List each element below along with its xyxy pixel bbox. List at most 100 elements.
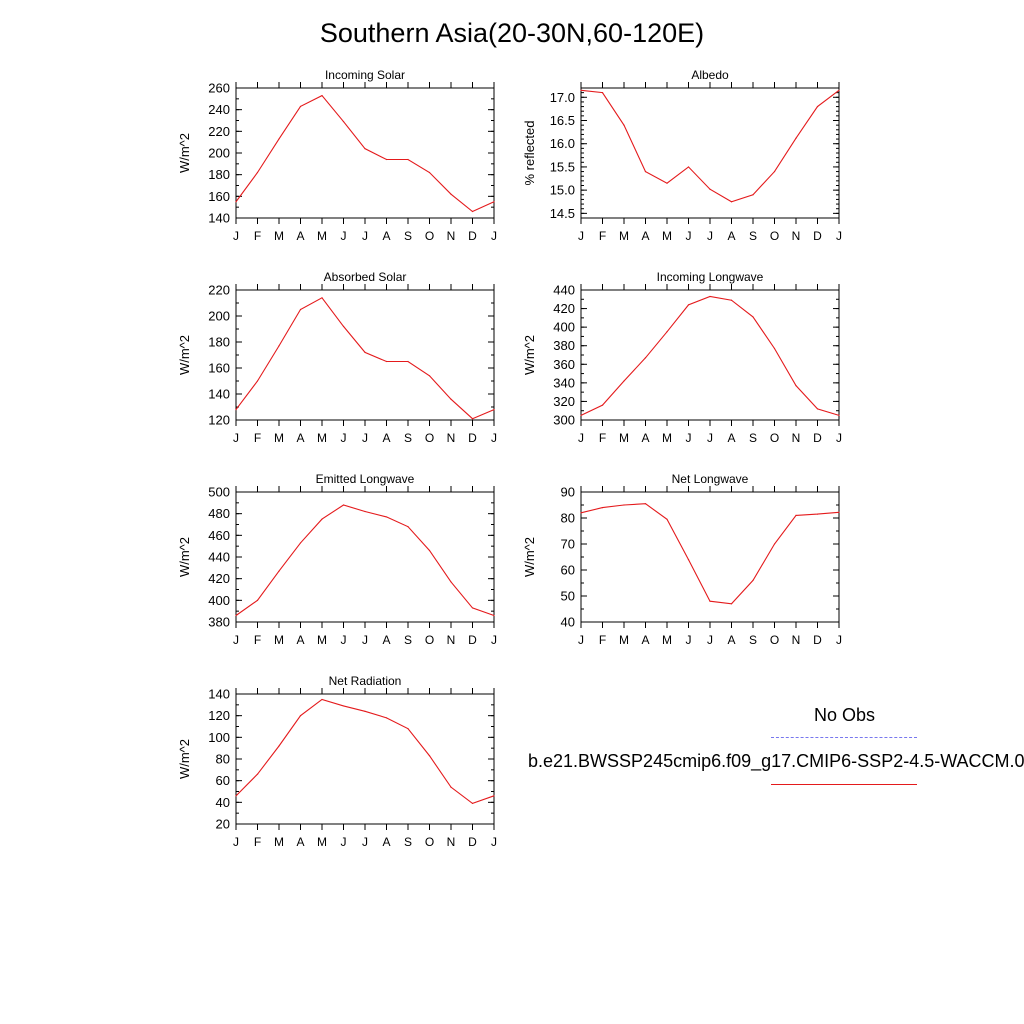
x-tick-label: N bbox=[447, 633, 456, 647]
x-tick-label: F bbox=[599, 633, 606, 647]
data-point bbox=[752, 579, 754, 582]
y-tick-label: 100 bbox=[208, 730, 230, 745]
y-axis-label: W/m^2 bbox=[522, 537, 537, 577]
data-point bbox=[278, 570, 280, 572]
y-axis-label: W/m^2 bbox=[177, 739, 192, 779]
x-tick-label: J bbox=[491, 229, 497, 243]
data-point bbox=[580, 414, 582, 416]
y-tick-label: 140 bbox=[208, 211, 230, 226]
plot-frame bbox=[235, 289, 495, 421]
chart-panel-4: Emitted Longwave W/m^2 380 400 420 440 460 480 5… bbox=[177, 472, 497, 647]
data-point bbox=[709, 600, 711, 602]
x-tick-label: M bbox=[662, 229, 672, 243]
data-point bbox=[795, 385, 797, 387]
data-point bbox=[752, 316, 754, 318]
y-tick-label: 16.5 bbox=[550, 113, 575, 128]
data-point bbox=[493, 795, 495, 797]
data-point bbox=[644, 357, 647, 359]
plot-frame bbox=[580, 491, 840, 623]
x-tick-label: S bbox=[404, 835, 412, 849]
data-point bbox=[428, 549, 431, 552]
x-tick-label: M bbox=[662, 633, 672, 647]
series-line bbox=[235, 698, 495, 805]
data-point bbox=[342, 705, 345, 707]
data-point bbox=[321, 698, 323, 701]
chart-title: Net Radiation bbox=[329, 674, 402, 688]
data-point bbox=[321, 94, 323, 97]
y-tick-label: 180 bbox=[208, 335, 230, 350]
data-point bbox=[364, 710, 366, 712]
x-tick-label: J bbox=[233, 431, 239, 445]
y-tick-label: 17.0 bbox=[550, 90, 575, 105]
data-point bbox=[299, 542, 302, 544]
x-tick-label: J bbox=[362, 835, 368, 849]
series-line bbox=[235, 504, 495, 617]
x-tick-label: J bbox=[362, 229, 368, 243]
legend-obs-label: No Obs bbox=[814, 705, 876, 725]
data-point bbox=[407, 158, 409, 161]
data-point bbox=[623, 504, 625, 506]
data-point bbox=[299, 308, 302, 311]
x-tick-label: M bbox=[619, 633, 629, 647]
data-point bbox=[407, 526, 409, 528]
data-point bbox=[385, 360, 388, 363]
y-tick-label: 120 bbox=[208, 413, 230, 428]
x-tick-label: O bbox=[770, 431, 779, 445]
y-tick-label: 20 bbox=[216, 817, 230, 832]
chart-title: Albedo bbox=[691, 68, 729, 82]
x-tick-label: A bbox=[382, 229, 390, 243]
data-point bbox=[580, 512, 582, 514]
data-point bbox=[299, 715, 302, 717]
data-point bbox=[471, 607, 474, 609]
x-tick-label: S bbox=[404, 633, 412, 647]
x-tick-label: S bbox=[749, 431, 757, 445]
data-point bbox=[752, 194, 754, 196]
y-tick-label: 160 bbox=[208, 189, 230, 204]
data-point bbox=[407, 360, 409, 363]
y-tick-label: 140 bbox=[208, 687, 230, 702]
data-point bbox=[623, 380, 625, 382]
x-tick-label: D bbox=[813, 633, 822, 647]
x-tick-label: J bbox=[836, 229, 842, 243]
x-tick-label: J bbox=[836, 431, 842, 445]
data-point bbox=[407, 728, 409, 730]
x-tick-label: F bbox=[599, 229, 606, 243]
y-tick-label: 15.0 bbox=[550, 183, 575, 198]
y-tick-label: 50 bbox=[561, 589, 575, 604]
y-tick-label: 120 bbox=[208, 708, 230, 723]
data-point bbox=[816, 105, 819, 108]
data-point bbox=[321, 297, 323, 299]
y-tick-label: 14.5 bbox=[550, 206, 575, 221]
x-tick-label: M bbox=[317, 229, 327, 243]
x-tick-label: N bbox=[792, 633, 801, 647]
x-tick-label: A bbox=[727, 229, 735, 243]
x-tick-label: J bbox=[362, 431, 368, 445]
y-tick-label: 60 bbox=[561, 563, 575, 578]
y-tick-label: 500 bbox=[208, 485, 230, 500]
x-tick-label: J bbox=[578, 229, 584, 243]
x-tick-label: M bbox=[274, 431, 284, 445]
figure-title: Southern Asia(20-30N,60-120E) bbox=[319, 18, 705, 48]
data-point bbox=[838, 511, 840, 513]
x-tick-label: O bbox=[770, 229, 779, 243]
x-tick-label: S bbox=[749, 229, 757, 243]
y-tick-label: 40 bbox=[216, 795, 230, 810]
x-tick-label: A bbox=[296, 835, 304, 849]
data-point bbox=[342, 504, 345, 506]
data-point bbox=[235, 409, 237, 411]
data-point bbox=[666, 518, 668, 520]
data-point bbox=[428, 375, 431, 377]
data-point bbox=[644, 170, 647, 173]
data-point bbox=[342, 120, 345, 123]
chart-panel-1: Albedo % reflected 14.5 15.0 15.5 16.0 16.5 17.… bbox=[522, 68, 842, 243]
data-point bbox=[471, 802, 474, 805]
x-tick-label: J bbox=[491, 835, 497, 849]
x-tick-label: O bbox=[425, 431, 434, 445]
y-tick-label: 70 bbox=[561, 537, 575, 552]
data-point bbox=[256, 171, 259, 174]
data-point bbox=[687, 304, 690, 306]
data-point bbox=[235, 795, 237, 797]
data-point bbox=[773, 347, 776, 350]
x-tick-label: J bbox=[362, 633, 368, 647]
